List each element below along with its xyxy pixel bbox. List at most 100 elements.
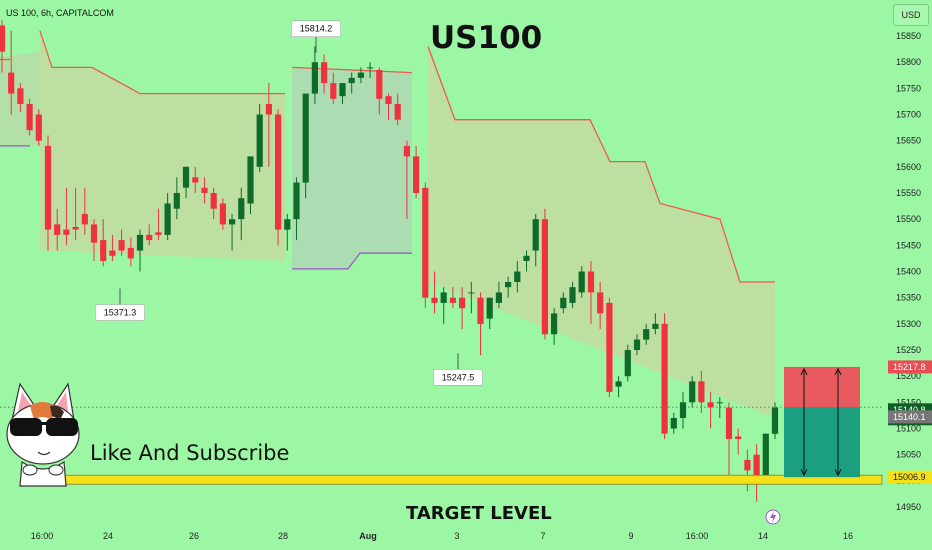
candle-body — [330, 83, 337, 99]
candle-body — [606, 302, 613, 392]
candle — [541, 208, 548, 340]
candle-body — [753, 454, 760, 476]
candle — [413, 145, 420, 199]
target-level-band — [41, 474, 883, 485]
candle-body — [615, 381, 622, 387]
candle — [357, 67, 364, 84]
candle-body — [560, 297, 567, 309]
candle — [486, 297, 493, 330]
candle — [514, 261, 521, 293]
x-tick-label: 16:00 — [686, 531, 709, 541]
y-tick-label: 15050 — [896, 450, 921, 460]
candle-body — [541, 219, 548, 335]
candle-body — [72, 227, 79, 230]
candle-body — [136, 234, 144, 251]
candle — [376, 67, 383, 115]
cat-mascot — [6, 382, 80, 487]
candle-body — [394, 104, 401, 120]
candle — [744, 449, 751, 492]
candle — [771, 402, 779, 439]
candle-body — [385, 96, 392, 104]
candle-body — [256, 114, 263, 167]
candle-body — [118, 240, 125, 251]
candle-body — [155, 232, 162, 235]
callout-label: 15247.5 — [442, 372, 475, 382]
candle — [698, 370, 705, 413]
x-tick-label: 16 — [843, 531, 853, 541]
y-axis: 15850 15800 15750 15700 15650 15600 15550 15500… — [888, 31, 932, 512]
x-axis: 16:00 24 26 28 Aug 3 7 9 16:00 14 16 — [31, 509, 853, 541]
target-price-label: 15006.9 — [893, 472, 926, 482]
sunglasses-bridge — [40, 422, 48, 425]
candle — [275, 109, 282, 246]
currency-button[interactable]: USD — [893, 4, 929, 26]
cat-paw — [22, 464, 38, 476]
callout-label: 15814.2 — [300, 24, 333, 34]
target-zone — [784, 407, 860, 478]
candle — [440, 287, 447, 324]
candle-body — [63, 229, 70, 235]
candle-body — [689, 381, 696, 403]
candle-body — [735, 436, 742, 439]
candle-body — [486, 297, 493, 319]
candle-body — [311, 62, 318, 94]
cat-paw — [48, 464, 64, 476]
sunglasses-right — [46, 418, 78, 436]
candle — [302, 93, 309, 199]
measure-arrow-head-up — [800, 367, 808, 376]
candle-body — [514, 271, 521, 282]
candle-body — [505, 282, 512, 288]
target-price-label-bg — [888, 470, 932, 484]
candle — [560, 292, 567, 314]
candle — [321, 54, 328, 94]
measure-arrow-head-up — [834, 367, 842, 376]
candle — [100, 219, 107, 267]
candle-body — [0, 25, 6, 52]
candle-body — [744, 459, 751, 471]
candle-body — [348, 77, 355, 84]
candle — [532, 213, 539, 267]
stop-price-label: 15217.8 — [893, 362, 926, 372]
candle-body — [284, 219, 291, 230]
callout-box — [95, 304, 145, 321]
candle — [229, 213, 236, 251]
current-price-label: 15140.8 — [893, 405, 926, 415]
y-tick-label: 15100 — [896, 424, 921, 434]
candle-body — [403, 145, 410, 157]
candle — [238, 187, 245, 241]
candle — [293, 177, 300, 241]
candle — [661, 313, 668, 439]
candle-body — [698, 381, 705, 403]
candle — [81, 187, 88, 235]
candle — [569, 281, 576, 309]
candle — [311, 46, 318, 105]
y-tick-label: 14950 — [896, 502, 921, 512]
candle-body — [587, 271, 595, 293]
candle — [155, 208, 162, 241]
candle — [495, 281, 502, 309]
candle — [109, 234, 116, 262]
candle-body — [532, 219, 539, 251]
candle-body — [173, 193, 180, 209]
candle — [403, 140, 410, 220]
candle — [63, 187, 70, 246]
stop-price-label-bg — [888, 360, 932, 374]
candle — [173, 177, 180, 220]
candle-body — [477, 297, 484, 324]
x-tick-label: 7 — [540, 531, 545, 541]
candle-body — [633, 339, 641, 350]
candle — [182, 166, 190, 199]
candle — [587, 261, 595, 324]
chart-title: US100 — [430, 20, 543, 56]
stop-line-segment — [427, 46, 775, 283]
candle-body — [293, 182, 300, 220]
y-tick-label: 15600 — [896, 162, 921, 172]
y-tick-label: 15250 — [896, 345, 921, 355]
y-tick-label: 15200 — [896, 371, 921, 381]
candle — [597, 281, 604, 330]
candle — [459, 287, 466, 330]
candle-body — [109, 250, 116, 256]
candle-body — [219, 203, 226, 225]
y-tick-label: 15150 — [896, 397, 921, 407]
